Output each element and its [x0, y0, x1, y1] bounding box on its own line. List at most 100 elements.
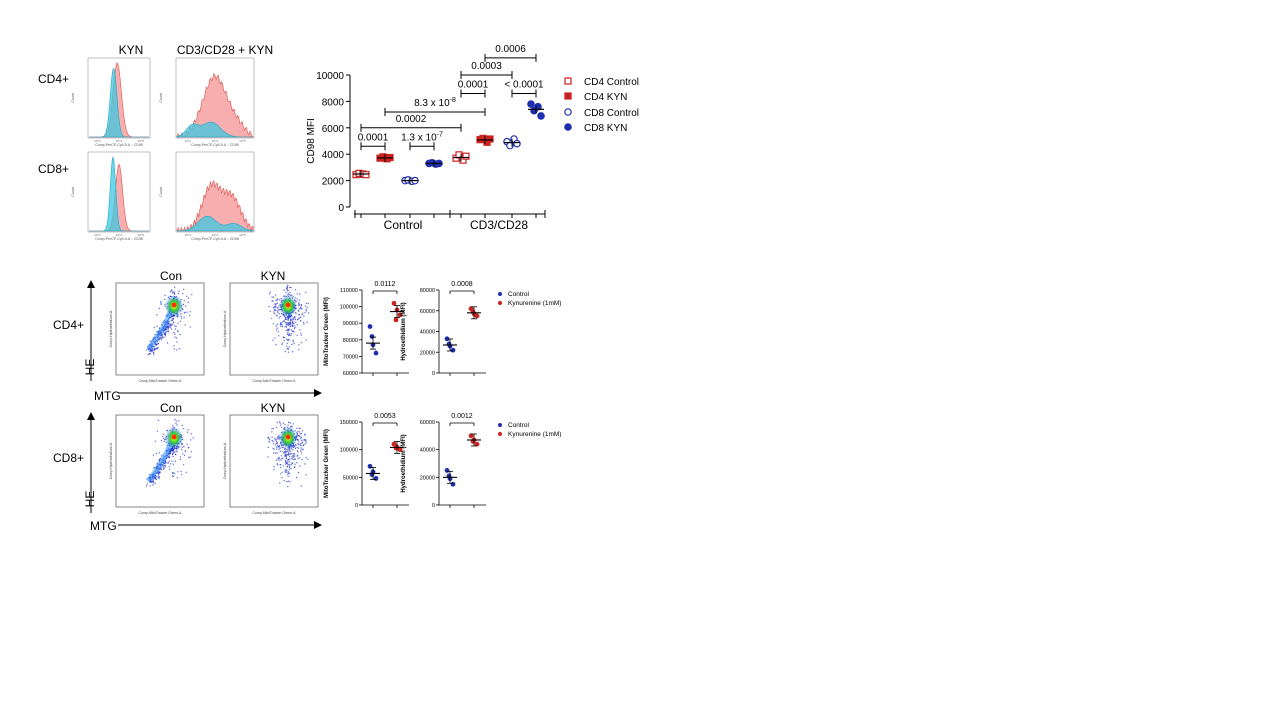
density-event [189, 326, 191, 328]
density-event [296, 298, 298, 300]
density-event [276, 307, 279, 309]
density-event [154, 482, 156, 485]
density-event [160, 302, 162, 304]
legend-label-kynurenine: Kynurenine (1mM) [508, 431, 561, 438]
density-event [160, 339, 162, 341]
density-event [179, 333, 181, 336]
density-event [300, 436, 303, 439]
density-event [286, 333, 289, 335]
density-event [173, 345, 175, 347]
density-event [273, 296, 275, 298]
density-event [161, 435, 164, 437]
cd98-histogram-panel: KYN CD3/CD28 + KYNCD4+CD8+CountComp-PerCP… [38, 43, 273, 241]
density-event [167, 325, 169, 328]
density-event [286, 471, 288, 474]
density-event [283, 452, 285, 454]
density-event [286, 287, 289, 289]
density-event [276, 329, 278, 331]
cd98-y-tick-label: 2000 [322, 177, 345, 188]
density-event [176, 451, 178, 453]
density-event [297, 457, 299, 460]
density-event [285, 460, 287, 463]
density-event [288, 464, 290, 466]
density-event [170, 463, 172, 465]
density-event [287, 289, 289, 292]
histogram-tick-label: 10^5 [137, 233, 144, 237]
density-event [153, 352, 155, 354]
density-event [290, 333, 293, 335]
density-peak [285, 302, 291, 308]
legend-marker-control [498, 423, 502, 427]
density-event [284, 350, 286, 353]
bracket-p-value: 0.0001 [358, 132, 389, 143]
density-event [273, 468, 275, 470]
density-event [294, 463, 296, 465]
density-event [287, 424, 289, 426]
density-event [171, 323, 174, 326]
density-event [158, 477, 160, 480]
histogram-tick-label: 10^3 [184, 233, 191, 237]
significance-p-value: 0.0112 [375, 281, 396, 288]
density-event [173, 331, 175, 334]
histogram-tick-label: 10^5 [137, 139, 144, 143]
density-event [172, 449, 175, 452]
histogram-kyn-trace [176, 179, 254, 233]
density-event [285, 453, 287, 455]
density-event [289, 322, 291, 325]
density-event [167, 330, 169, 333]
density-event [305, 291, 307, 294]
density-event [283, 336, 285, 339]
density-event [272, 339, 274, 341]
y-tick-label: 40000 [420, 448, 435, 454]
density-event [171, 460, 173, 462]
density-event [293, 322, 295, 324]
cd98-legend-item: CD8 KYN [564, 123, 627, 134]
cd98-y-axis-title: CD98 MFI [306, 118, 317, 164]
chart-cd4-he: 0 20000 40000 60000 80000 Hydroethidium (MFI)… [401, 281, 486, 377]
density-event [276, 421, 278, 424]
y-tick-label: 100000 [340, 305, 358, 311]
density-event [164, 464, 166, 466]
density-y-axis-label: Comp-Hydroethidium-A [223, 310, 227, 347]
density-event [291, 458, 293, 460]
density-event [275, 426, 278, 429]
density-event [153, 326, 156, 329]
density-event [301, 442, 304, 444]
histogram-x-axis-label: Comp-PerCP-Cy5-5-A :: CD98 [191, 143, 239, 147]
density-event [284, 471, 286, 473]
density-event [283, 448, 286, 451]
density-event [287, 348, 289, 350]
density-event [279, 424, 282, 426]
density-event [281, 450, 283, 453]
density-event [156, 325, 158, 327]
data-point [369, 472, 375, 477]
density-x-axis-label: Comp-MitoTracker Green-A [252, 511, 296, 515]
histogram-tick-label: 10^3 [94, 139, 101, 143]
density-event [162, 437, 165, 439]
histogram-x-axis-label: Comp-PerCP-Cy5-5-A :: CD98 [95, 143, 143, 147]
density-event [300, 442, 302, 445]
density-event [273, 448, 275, 450]
density-event [277, 436, 279, 438]
density-event [174, 333, 176, 335]
density-event [287, 330, 289, 332]
density-event [291, 351, 294, 353]
density-event [281, 471, 283, 473]
data-point [468, 433, 474, 439]
histogram-tick-label: 10^4 [212, 139, 219, 143]
density-event [297, 447, 300, 449]
cd98-significance-bracket: 0.0002 [360, 114, 462, 132]
density-event [304, 312, 306, 314]
density-event [276, 464, 279, 466]
density-event [296, 450, 299, 452]
density-event [300, 447, 302, 449]
density-event [172, 456, 174, 458]
density-event [181, 473, 183, 476]
density-event [280, 466, 282, 469]
density-event [282, 321, 284, 323]
histogram-control-trace [176, 121, 253, 138]
density-event [157, 471, 160, 474]
density-event [156, 314, 158, 316]
density-event [146, 349, 148, 351]
density-event [148, 353, 150, 355]
